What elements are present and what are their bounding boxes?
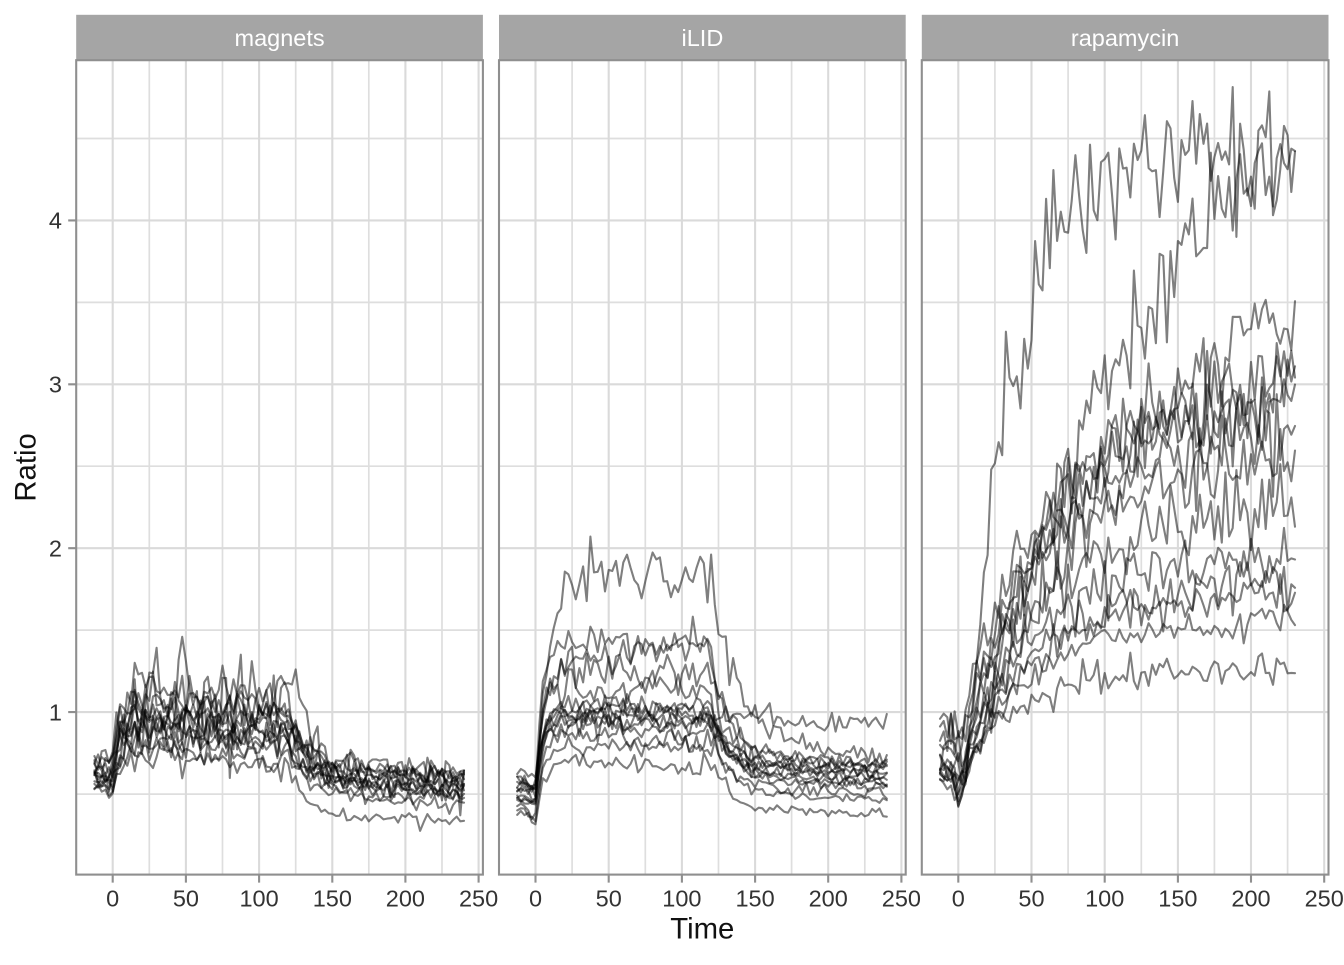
svg-text:Ratio: Ratio bbox=[10, 433, 43, 501]
svg-text:0: 0 bbox=[952, 886, 965, 912]
svg-text:200: 200 bbox=[809, 886, 848, 912]
svg-text:200: 200 bbox=[386, 886, 425, 912]
svg-text:1: 1 bbox=[49, 699, 62, 725]
svg-text:100: 100 bbox=[1085, 886, 1124, 912]
svg-text:150: 150 bbox=[313, 886, 352, 912]
svg-text:50: 50 bbox=[596, 886, 622, 912]
svg-text:250: 250 bbox=[459, 886, 498, 912]
svg-text:3: 3 bbox=[49, 372, 62, 398]
svg-text:2: 2 bbox=[49, 536, 62, 562]
svg-text:Time: Time bbox=[670, 913, 734, 946]
svg-text:250: 250 bbox=[882, 886, 921, 912]
svg-text:50: 50 bbox=[173, 886, 199, 912]
svg-text:0: 0 bbox=[106, 886, 119, 912]
svg-text:50: 50 bbox=[1018, 886, 1044, 912]
svg-text:100: 100 bbox=[662, 886, 701, 912]
svg-text:0: 0 bbox=[529, 886, 542, 912]
svg-text:150: 150 bbox=[735, 886, 774, 912]
svg-text:iLID: iLID bbox=[682, 25, 724, 51]
svg-text:250: 250 bbox=[1305, 886, 1344, 912]
svg-text:150: 150 bbox=[1158, 886, 1197, 912]
svg-text:100: 100 bbox=[239, 886, 278, 912]
svg-text:200: 200 bbox=[1231, 886, 1270, 912]
svg-text:magnets: magnets bbox=[235, 25, 325, 51]
svg-text:rapamycin: rapamycin bbox=[1071, 25, 1179, 51]
svg-text:4: 4 bbox=[49, 208, 62, 234]
